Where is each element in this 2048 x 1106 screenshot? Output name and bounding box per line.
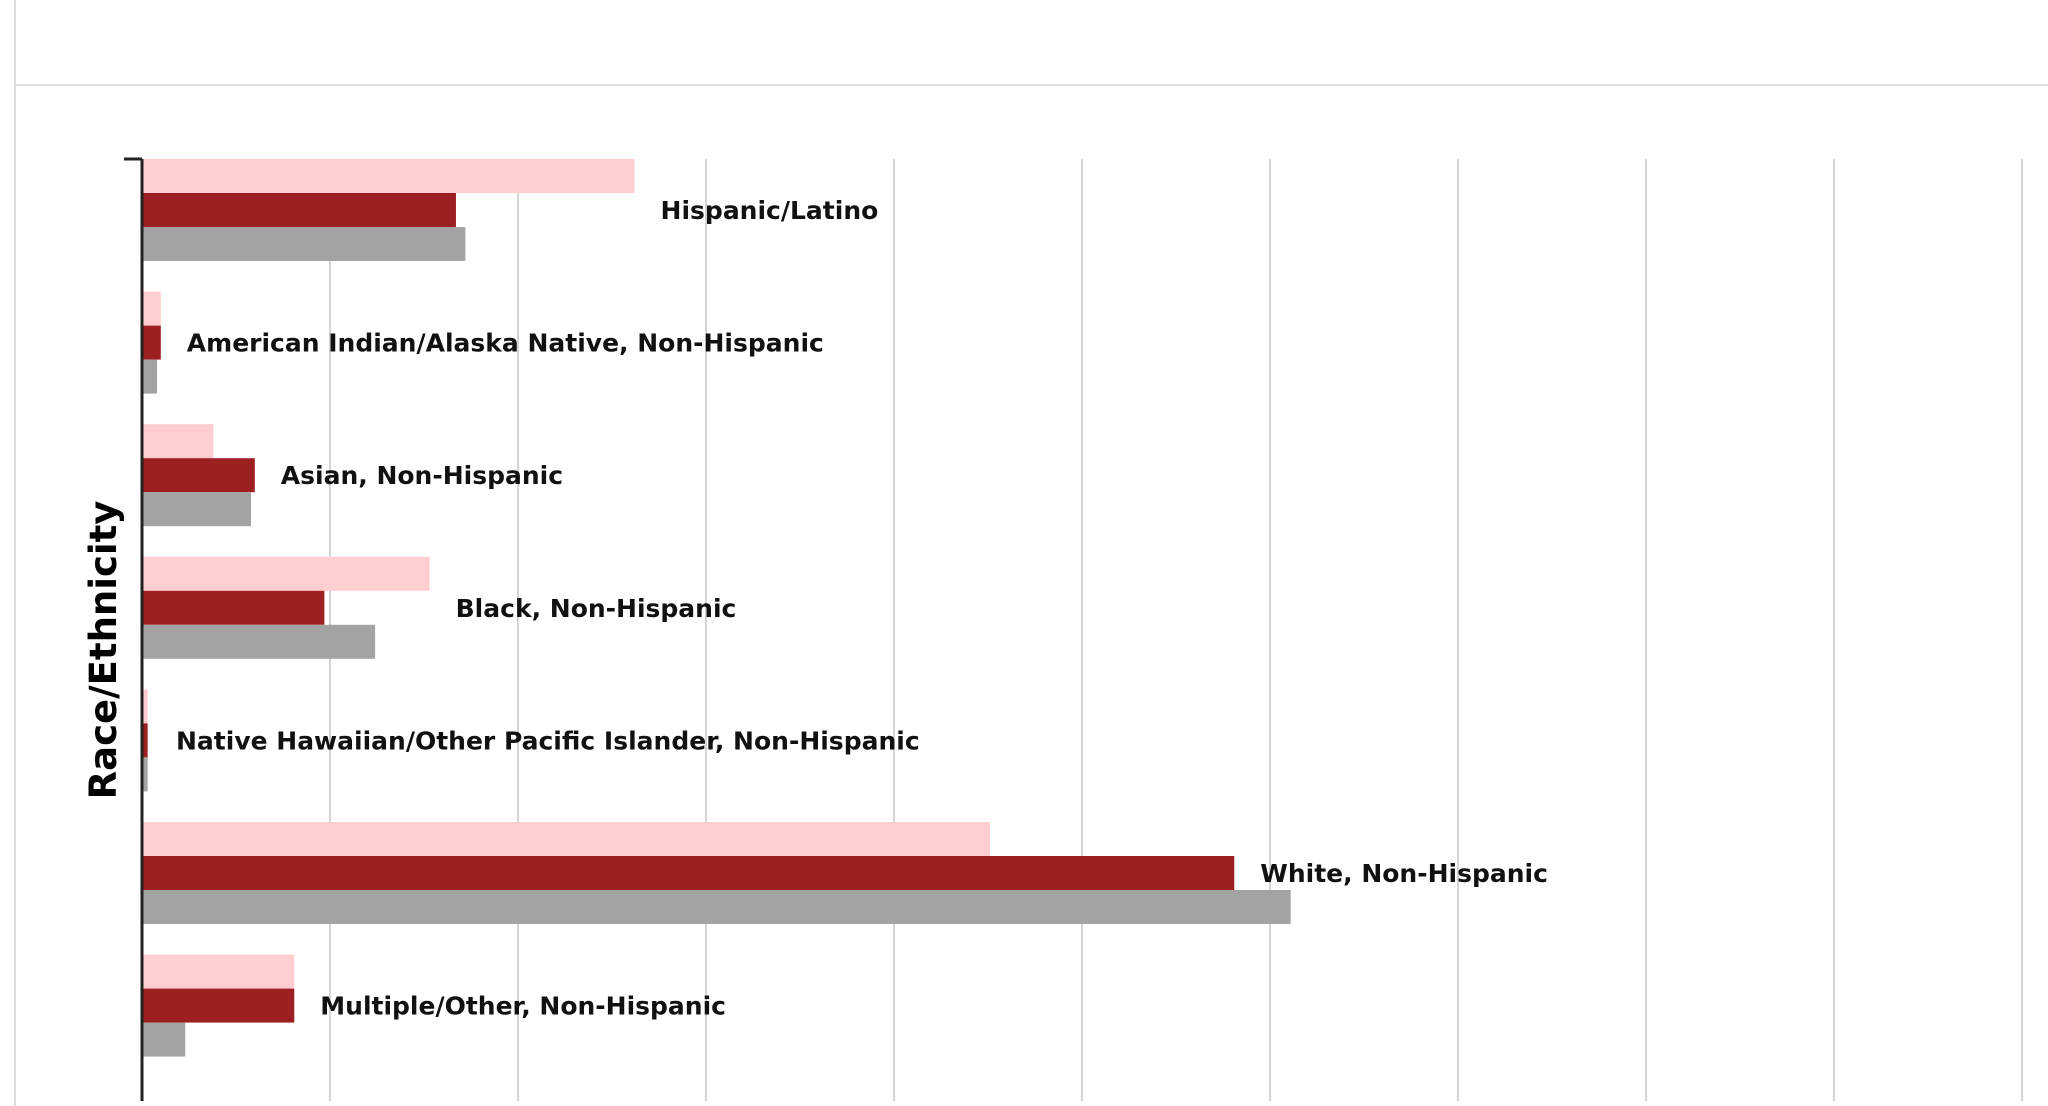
bar-series-1 [142, 291, 161, 326]
bar-series-2 [142, 856, 1235, 890]
bar-series-2 [142, 458, 255, 493]
category-label: Native Hawaiian/Other Pacific Islander, … [176, 726, 920, 755]
bar-series-3 [142, 1022, 186, 1057]
y-axis [124, 157, 144, 1101]
bar-series-1 [142, 689, 148, 724]
bar-series-1 [142, 822, 990, 856]
bar-series-2 [142, 193, 456, 227]
bar-series-2 [142, 988, 295, 1023]
category-label: Multiple/Other, Non-Hispanic [320, 992, 726, 1021]
category-label: Hispanic/Latino [661, 196, 879, 225]
bar-series-3 [142, 624, 376, 659]
bar-series-1 [142, 954, 295, 989]
category-labels: Hispanic/Latino American Indian/Alaska Na… [176, 196, 1548, 1021]
bar-series-3 [142, 359, 158, 394]
bar-series-2 [142, 325, 161, 360]
y-axis-title: Race/Ethnicity [82, 501, 125, 800]
category-label: White, Non-Hispanic [1260, 859, 1548, 888]
gridlines [329, 159, 2023, 1101]
bars [142, 159, 1291, 1057]
bar-series-1 [142, 424, 214, 459]
bar-series-3 [142, 757, 148, 792]
category-label: Asian, Non-Hispanic [281, 461, 563, 490]
bar-series-3 [142, 492, 252, 527]
bar-series-2 [142, 723, 148, 758]
bar-series-2 [142, 590, 325, 625]
bar-series-3 [142, 890, 1291, 924]
category-label: American Indian/Alaska Native, Non-Hispa… [187, 329, 824, 358]
bar-series-3 [142, 227, 466, 261]
bar-series-1 [142, 159, 635, 193]
panel-header-divider [16, 84, 2048, 86]
category-label: Black, Non-Hispanic [456, 594, 737, 623]
bar-series-1 [142, 556, 430, 591]
